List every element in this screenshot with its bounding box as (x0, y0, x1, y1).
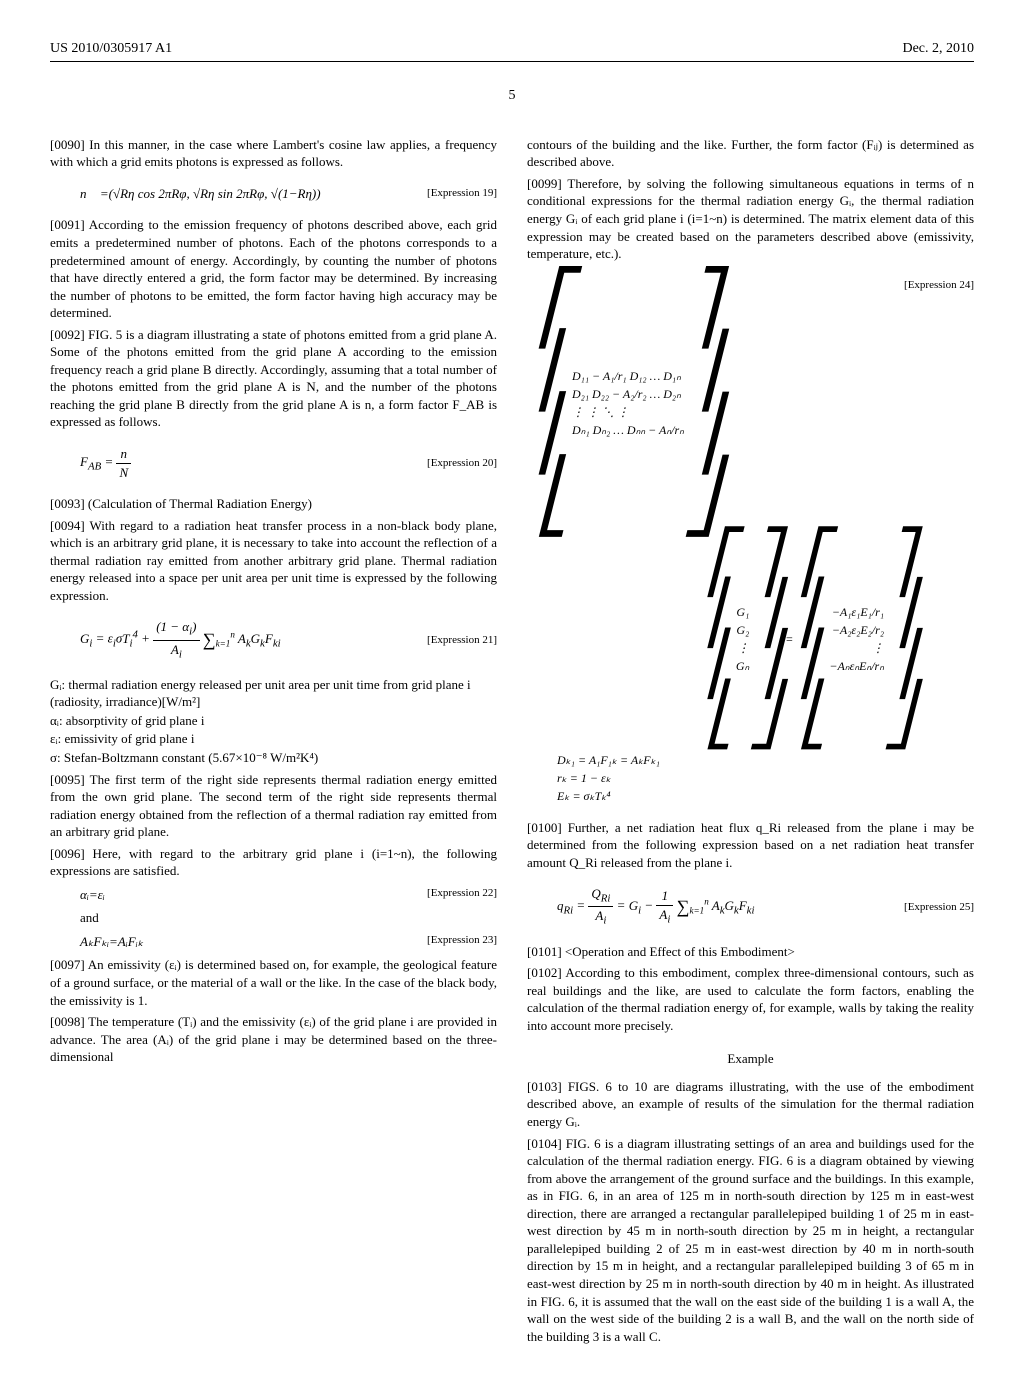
paragraph-0103: [0103] FIGS. 6 to 10 are diagrams illust… (527, 1078, 974, 1131)
expression-21: Gi = εiσTi4 + (1 − αi)Ai ∑k=1n AkGkFki [… (80, 618, 497, 661)
aux-eq-2: rₖ = 1 − εₖ (557, 769, 974, 787)
paragraph-0093: [0093] (Calculation of Thermal Radiation… (50, 495, 497, 513)
expression-20-label: [Expression 20] (427, 456, 497, 471)
def-alpha: αᵢ: absorptivity of grid plane i (50, 712, 497, 730)
expression-22-label: [Expression 22] (427, 886, 497, 904)
expression-22-body: αᵢ=εᵢ (80, 886, 105, 904)
expression-21-body: Gi = εiσTi4 + (1 − αi)Ai ∑k=1n AkGkFki (80, 618, 281, 661)
expression-19-label: [Expression 19] (427, 186, 497, 201)
two-column-layout: [0090] In this manner, in the case where… (50, 136, 974, 1349)
symbol-definitions: Gᵢ: thermal radiation energy released pe… (50, 676, 497, 767)
expression-24-label: [Expression 24] (904, 277, 974, 294)
paragraph-0101: [0101] <Operation and Effect of this Emb… (527, 943, 974, 961)
paragraph-0091: [0091] According to the emission frequen… (50, 216, 497, 321)
page-header: US 2010/0305917 A1 Dec. 2, 2010 (50, 40, 974, 62)
paragraph-0100: [0100] Further, a net radiation heat flu… (527, 819, 974, 872)
paragraph-0104: [0104] FIG. 6 is a diagram illustrating … (527, 1135, 974, 1346)
paragraph-0094: [0094] With regard to a radiation heat t… (50, 517, 497, 605)
paragraph-0097: [0097] An emissivity (εᵢ) is determined … (50, 956, 497, 1009)
expression-25-label: [Expression 25] (904, 900, 974, 915)
def-eps: εᵢ: emissivity of grid plane i (50, 730, 497, 748)
page-number: 5 (50, 87, 974, 106)
expression-19: n⃗ =(√Rη cos 2πRφ, √Rη sin 2πRφ, √(1−Rη)… (80, 185, 497, 203)
paragraph-0092: [0092] FIG. 5 is a diagram illustrating … (50, 326, 497, 431)
example-heading: Example (527, 1050, 974, 1068)
matrix-d: D₁₁ − A₁/r₁ D₁₂ … D₁ₙ D₂₁ D₂₂ − A₂/r₂ … … (572, 367, 684, 439)
paragraph-0095: [0095] The first term of the right side … (50, 771, 497, 841)
aux-eq-3: Eₖ = σₖTₖ⁴ (557, 787, 974, 805)
expression-25-body: qRi = QRiAi = Gi − 1Ai ∑k=1n AkGkFki (557, 885, 755, 928)
expression-21-label: [Expression 21] (427, 633, 497, 648)
expression-23-label: [Expression 23] (427, 933, 497, 951)
paragraph-cont: contours of the building and the like. F… (527, 136, 974, 171)
def-gi: Gᵢ: thermal radiation energy released pe… (50, 676, 497, 711)
left-column: [0090] In this manner, in the case where… (50, 136, 497, 1349)
and-text: and (80, 909, 497, 927)
expression-19-body: n⃗ =(√Rη cos 2πRφ, √Rη sin 2πRφ, √(1−Rη)… (80, 185, 321, 203)
expression-20: FAB = nN [Expression 20] (80, 445, 497, 481)
aux-eq-1: Dₖ₁ = A₁F₁ₖ = AₖFₖ₁ (557, 751, 974, 769)
paragraph-0098: [0098] The temperature (Tᵢ) and the emis… (50, 1013, 497, 1066)
publication-date: Dec. 2, 2010 (902, 40, 974, 59)
expression-23: AₖFₖᵢ=AᵢFᵢₖ [Expression 23] (80, 933, 497, 951)
expression-20-body: FAB = nN (80, 445, 131, 481)
expression-22: αᵢ=εᵢ [Expression 22] (80, 886, 497, 904)
expression-24: ⎡⎢⎢⎣ D₁₁ − A₁/r₁ D₁₂ … D₁ₙ D₂₁ D₂₂ − A₂/… (537, 277, 974, 805)
paragraph-0099: [0099] Therefore, by solving the followi… (527, 175, 974, 263)
publication-number: US 2010/0305917 A1 (50, 40, 172, 59)
paragraph-0090: [0090] In this manner, in the case where… (50, 136, 497, 171)
paragraph-0102: [0102] According to this embodiment, com… (527, 964, 974, 1034)
vector-g: G₁ G₂ ⋮ Gₙ (736, 603, 749, 675)
expression-25: qRi = QRiAi = Gi − 1Ai ∑k=1n AkGkFki [Ex… (557, 885, 974, 928)
paragraph-0096: [0096] Here, with regard to the arbitrar… (50, 845, 497, 880)
def-sigma: σ: Stefan-Boltzmann constant (5.67×10⁻⁸ … (50, 749, 497, 767)
expression-23-body: AₖFₖᵢ=AᵢFᵢₖ (80, 933, 143, 951)
vector-rhs: −A₁ε₁E₁/r₁ −A₂ε₂E₂/r₂ ⋮ −AₙεₙEₙ/rₙ (829, 603, 884, 675)
right-column: contours of the building and the like. F… (527, 136, 974, 1349)
